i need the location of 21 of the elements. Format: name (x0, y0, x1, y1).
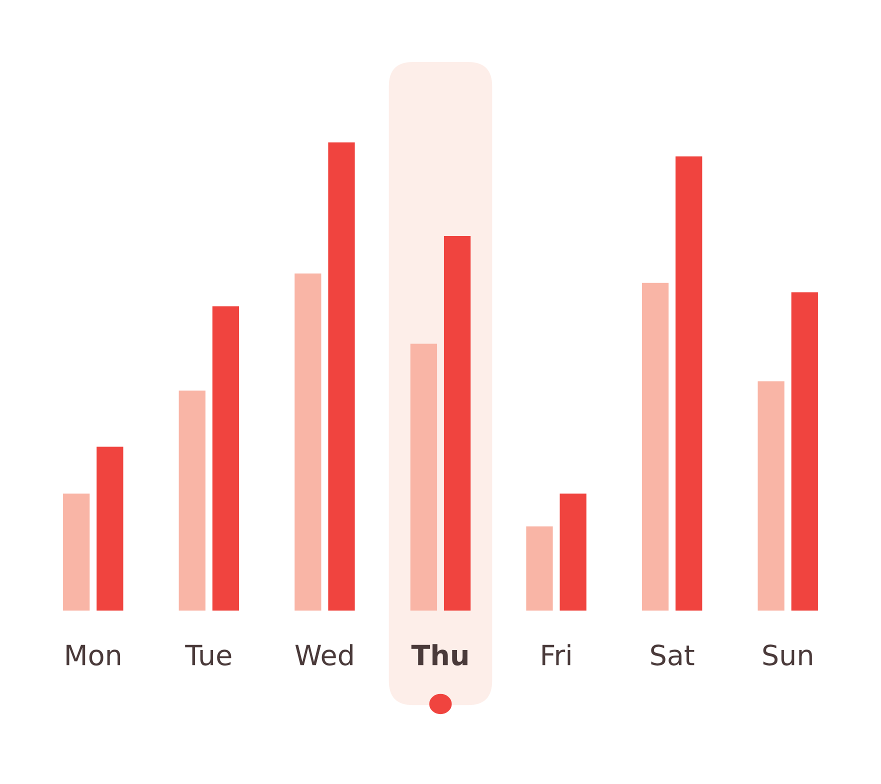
x-tick-label: Thu (411, 644, 468, 666)
bar (526, 526, 553, 611)
x-tick-label: Sat (651, 644, 694, 666)
bar (294, 273, 322, 611)
bar (676, 156, 702, 611)
bar (212, 306, 240, 611)
x-tick-label: Sun (763, 644, 812, 666)
bar (560, 494, 586, 611)
bar (178, 390, 206, 611)
bar (444, 236, 471, 611)
bar (410, 344, 438, 611)
bar (96, 446, 124, 611)
bar (328, 142, 355, 611)
x-tick-label: Wed (295, 644, 352, 666)
x-tick-label: Mon (66, 644, 120, 666)
bar (63, 494, 90, 611)
x-tick-label: Tue (185, 644, 232, 666)
x-tick-label: Fri (542, 644, 570, 666)
bar (642, 282, 669, 611)
bar (758, 381, 784, 611)
bar (791, 292, 818, 611)
